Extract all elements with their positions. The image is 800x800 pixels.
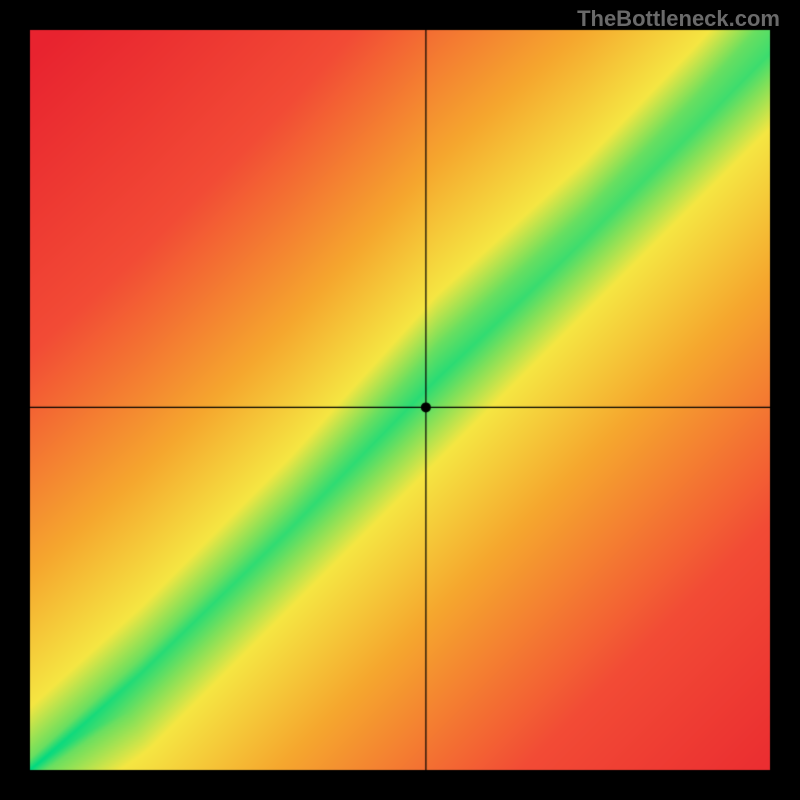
bottleneck-heatmap xyxy=(0,0,800,800)
watermark-text: TheBottleneck.com xyxy=(577,6,780,32)
